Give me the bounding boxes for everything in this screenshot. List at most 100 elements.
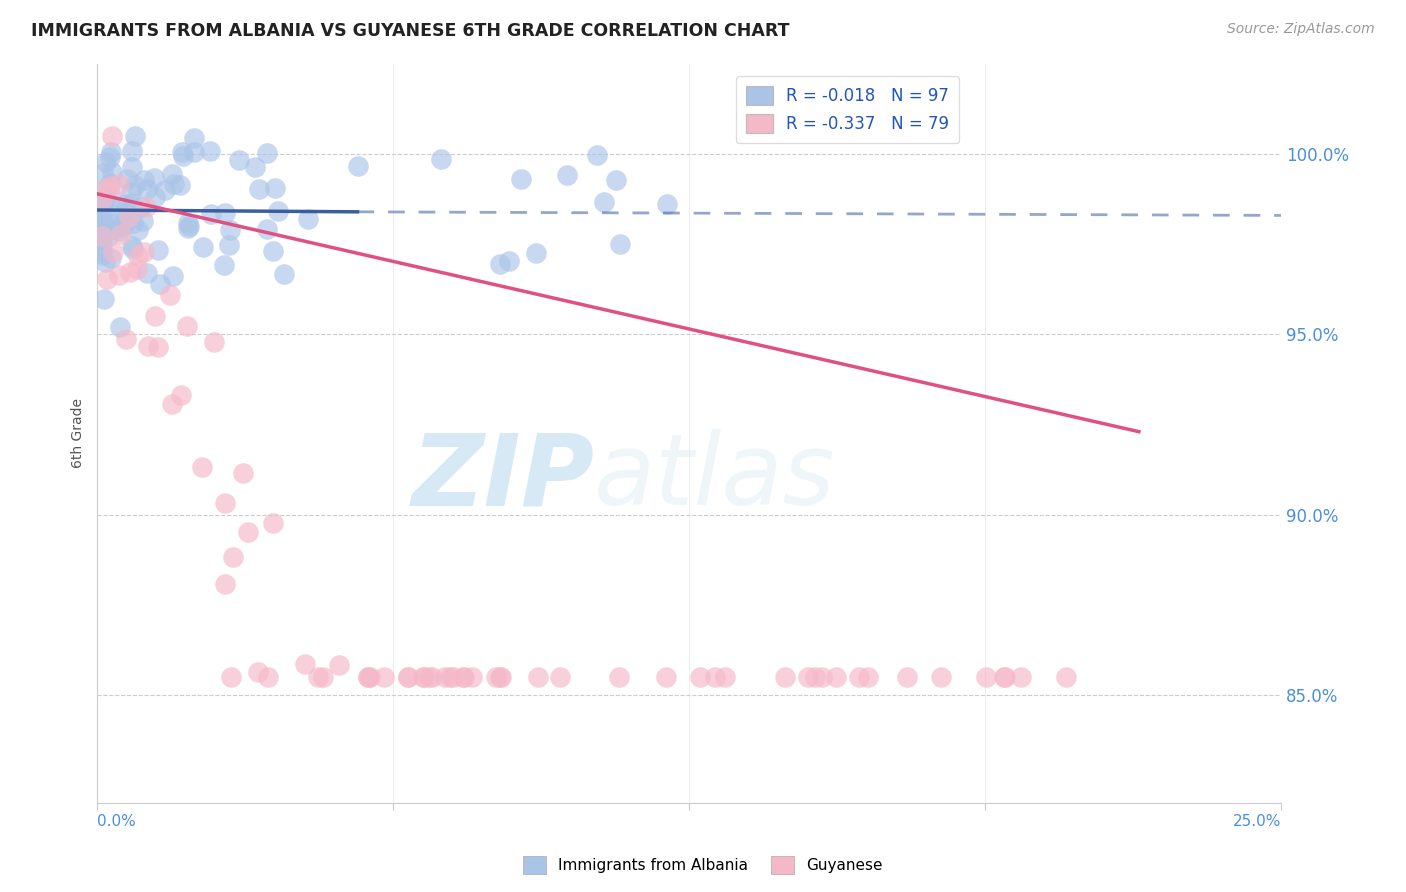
Point bbox=[90, 227, 112, 242]
Point bbox=[485, 670, 508, 684]
Point bbox=[714, 670, 737, 684]
Point bbox=[548, 670, 571, 684]
Point bbox=[146, 340, 169, 354]
Point bbox=[110, 227, 132, 241]
Point bbox=[103, 218, 125, 232]
Point bbox=[162, 269, 184, 284]
Point bbox=[94, 254, 117, 268]
Point bbox=[160, 167, 183, 181]
Point bbox=[129, 201, 152, 215]
Point bbox=[169, 178, 191, 193]
Point bbox=[262, 516, 284, 530]
Point bbox=[108, 178, 131, 192]
Point bbox=[396, 670, 419, 684]
Text: 25.0%: 25.0% bbox=[1233, 814, 1281, 829]
Point bbox=[247, 182, 270, 196]
Point bbox=[90, 248, 112, 262]
Point bbox=[896, 670, 918, 684]
Point bbox=[212, 258, 235, 272]
Point bbox=[1054, 670, 1077, 684]
Point bbox=[96, 271, 118, 285]
Point bbox=[108, 223, 131, 237]
Point bbox=[609, 237, 631, 252]
Point bbox=[112, 217, 135, 231]
Text: IMMIGRANTS FROM ALBANIA VS GUYANESE 6TH GRADE CORRELATION CHART: IMMIGRANTS FROM ALBANIA VS GUYANESE 6TH … bbox=[31, 22, 789, 40]
Point bbox=[177, 219, 200, 233]
Point bbox=[121, 160, 143, 174]
Point bbox=[104, 222, 127, 236]
Point bbox=[489, 670, 512, 684]
Point bbox=[183, 145, 205, 159]
Point bbox=[90, 214, 112, 228]
Point bbox=[586, 147, 609, 161]
Point bbox=[509, 171, 531, 186]
Point bbox=[398, 670, 420, 684]
Point bbox=[703, 670, 725, 684]
Point bbox=[312, 670, 335, 684]
Point bbox=[243, 160, 266, 174]
Point bbox=[172, 148, 194, 162]
Point bbox=[257, 670, 280, 684]
Point bbox=[222, 549, 245, 564]
Point bbox=[412, 670, 434, 684]
Point bbox=[90, 192, 112, 206]
Point bbox=[177, 220, 200, 235]
Point bbox=[93, 191, 115, 205]
Point bbox=[856, 670, 879, 684]
Point bbox=[488, 670, 510, 684]
Point bbox=[127, 249, 149, 263]
Point bbox=[136, 181, 159, 195]
Point bbox=[824, 670, 846, 684]
Point bbox=[294, 657, 316, 671]
Point bbox=[98, 176, 121, 190]
Point bbox=[451, 670, 474, 684]
Point bbox=[120, 186, 142, 200]
Point bbox=[90, 226, 112, 240]
Point bbox=[136, 266, 159, 280]
Point bbox=[183, 131, 205, 145]
Point bbox=[93, 194, 115, 208]
Point bbox=[93, 293, 115, 307]
Point bbox=[94, 154, 117, 169]
Point bbox=[107, 268, 129, 282]
Point bbox=[143, 190, 166, 204]
Point bbox=[93, 204, 115, 219]
Point bbox=[142, 171, 165, 186]
Point bbox=[98, 150, 121, 164]
Point bbox=[592, 195, 614, 210]
Point bbox=[264, 181, 287, 195]
Point bbox=[262, 244, 284, 259]
Point bbox=[607, 670, 630, 684]
Point bbox=[373, 670, 395, 684]
Point bbox=[461, 670, 484, 684]
Point bbox=[153, 183, 176, 197]
Point bbox=[177, 216, 200, 230]
Text: 0.0%: 0.0% bbox=[97, 814, 136, 829]
Point bbox=[527, 670, 550, 684]
Text: Source: ZipAtlas.com: Source: ZipAtlas.com bbox=[1227, 22, 1375, 37]
Point bbox=[218, 238, 240, 252]
Point bbox=[689, 670, 711, 684]
Point bbox=[90, 184, 112, 198]
Point bbox=[328, 658, 350, 673]
Point bbox=[605, 173, 627, 187]
Point bbox=[308, 670, 330, 684]
Point bbox=[804, 670, 827, 684]
Point bbox=[148, 243, 170, 257]
Point bbox=[90, 245, 112, 260]
Point bbox=[232, 467, 254, 481]
Point bbox=[121, 239, 143, 253]
Point bbox=[193, 239, 215, 253]
Point bbox=[90, 243, 112, 257]
Point bbox=[773, 670, 796, 684]
Point bbox=[273, 267, 295, 281]
Point bbox=[134, 244, 156, 259]
Point bbox=[359, 670, 381, 684]
Point bbox=[228, 153, 250, 168]
Point bbox=[115, 171, 138, 186]
Point bbox=[655, 670, 678, 684]
Point bbox=[811, 670, 834, 684]
Point bbox=[136, 338, 159, 352]
Point bbox=[107, 218, 129, 232]
Point bbox=[149, 277, 172, 292]
